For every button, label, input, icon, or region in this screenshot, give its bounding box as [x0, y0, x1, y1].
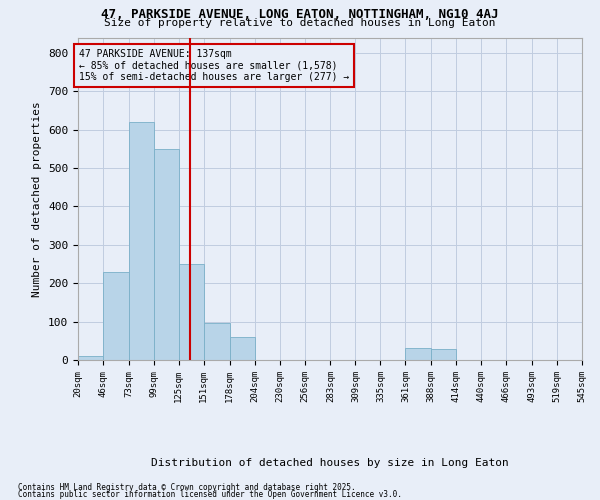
Text: 47 PARKSIDE AVENUE: 137sqm
← 85% of detached houses are smaller (1,578)
15% of s: 47 PARKSIDE AVENUE: 137sqm ← 85% of deta…	[79, 49, 349, 82]
Bar	[103, 272, 129, 360]
Bar	[406, 348, 431, 360]
Bar	[230, 337, 254, 360]
Text: Contains HM Land Registry data © Crown copyright and database right 2025.: Contains HM Land Registry data © Crown c…	[18, 482, 356, 492]
Text: Size of property relative to detached houses in Long Eaton: Size of property relative to detached ho…	[104, 18, 496, 28]
Bar	[78, 356, 103, 360]
Bar	[204, 323, 230, 360]
Y-axis label: Number of detached properties: Number of detached properties	[32, 101, 43, 296]
Bar	[179, 264, 204, 360]
Text: 47, PARKSIDE AVENUE, LONG EATON, NOTTINGHAM, NG10 4AJ: 47, PARKSIDE AVENUE, LONG EATON, NOTTING…	[101, 8, 499, 20]
Bar	[431, 349, 456, 360]
Text: Distribution of detached houses by size in Long Eaton: Distribution of detached houses by size …	[151, 458, 509, 468]
Text: Contains public sector information licensed under the Open Government Licence v3: Contains public sector information licen…	[18, 490, 402, 499]
Bar	[129, 122, 154, 360]
Bar	[154, 149, 179, 360]
